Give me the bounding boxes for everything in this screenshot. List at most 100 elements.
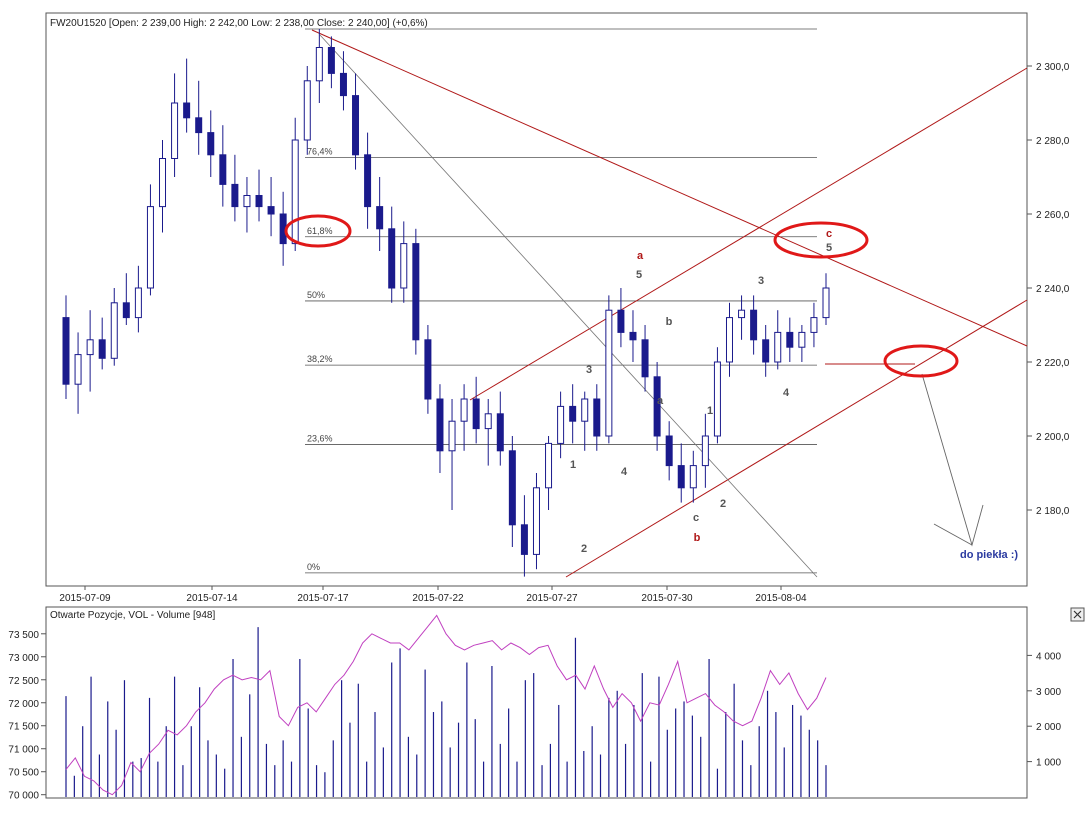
candle-body xyxy=(195,117,203,134)
candle-body xyxy=(605,309,613,437)
circle-wave-c xyxy=(773,221,869,259)
candle-body xyxy=(207,132,215,156)
candle-body xyxy=(146,206,154,289)
candle-body xyxy=(713,361,721,437)
y-tick-label: 2 300,0 xyxy=(1036,62,1070,73)
x-tick-label: 2015-07-30 xyxy=(641,593,693,604)
candle-body xyxy=(569,405,577,422)
candle-body xyxy=(822,287,830,319)
candle-body xyxy=(762,339,770,363)
axes: 2 180,0 2 200,0 2 220,0 2 240,0 2 260,0 2 280… xyxy=(8,62,1069,802)
candle-body xyxy=(701,435,709,467)
vol-left-tick-label: 70 000 xyxy=(8,791,39,802)
candle-body xyxy=(388,228,396,289)
candle-body xyxy=(725,317,733,363)
candle-body xyxy=(557,405,565,444)
candle-body xyxy=(532,487,540,555)
candle-body xyxy=(110,302,118,359)
candle-body xyxy=(291,139,299,245)
vol-right-tick-label: 1 000 xyxy=(1036,758,1061,769)
wave-label: 3 xyxy=(758,275,764,287)
wave-label: 2 xyxy=(720,498,726,510)
candle-body xyxy=(774,331,782,363)
wave-label: b xyxy=(666,316,673,328)
circle-61-8 xyxy=(284,214,352,248)
y-tick-label: 2 220,0 xyxy=(1036,358,1070,369)
candle-body xyxy=(231,183,239,208)
close-button[interactable] xyxy=(1070,607,1085,622)
candle-body xyxy=(243,195,251,208)
candle-body xyxy=(581,398,589,422)
vol-right-tick-label: 4 000 xyxy=(1036,651,1061,662)
candle-body xyxy=(629,331,637,341)
volume-plot-frame xyxy=(45,606,1028,799)
candle-body xyxy=(339,72,347,97)
wave-label: 1 xyxy=(707,405,713,417)
wave-label: 2 xyxy=(581,543,587,555)
candle-body xyxy=(641,339,649,378)
x-tick-label: 2015-07-17 xyxy=(297,593,349,604)
wave-label-red: a xyxy=(637,250,644,262)
gray-diagonal-line xyxy=(319,34,818,578)
wave-label-red: c xyxy=(826,228,832,240)
candlesticks xyxy=(62,29,830,577)
vol-left-tick-label: 73 000 xyxy=(8,653,39,664)
fibonacci-label: 61,8% xyxy=(307,226,333,236)
annotation-circles xyxy=(284,214,959,378)
lower-channel-line xyxy=(565,299,1028,578)
annotation-text: do piekła :) xyxy=(960,549,1018,561)
candle-body xyxy=(617,309,625,333)
candle-body xyxy=(677,465,685,489)
x-tick-label: 2015-07-09 xyxy=(59,593,111,604)
candle-body xyxy=(171,102,179,159)
candle-body xyxy=(122,302,130,319)
candle-body xyxy=(484,413,492,430)
candle-body xyxy=(424,339,432,400)
candle-body xyxy=(665,435,673,467)
candle-body xyxy=(810,317,818,333)
upper-channel-line xyxy=(469,67,1028,401)
candle-body xyxy=(520,524,528,555)
candle-body xyxy=(303,80,311,141)
candle-body xyxy=(653,376,661,437)
trend-lines xyxy=(311,29,1028,578)
candle-body xyxy=(183,102,191,119)
wave-label: 4 xyxy=(783,387,790,399)
candle-body xyxy=(448,420,456,452)
candle-body xyxy=(786,331,794,348)
wave-label: 1 xyxy=(570,459,576,471)
candle-body xyxy=(750,309,758,341)
volume-bars xyxy=(65,627,827,797)
candle-body xyxy=(327,47,335,74)
open-interest-line xyxy=(65,614,827,796)
candle-body xyxy=(364,154,372,208)
wave-label: a xyxy=(657,395,664,407)
volume-panel-title: Otwarte Pozycje, VOL - Volume [948] xyxy=(50,610,215,621)
wave-label: 5 xyxy=(826,242,832,254)
candle-body xyxy=(593,398,601,437)
fibonacci-label: 0% xyxy=(307,562,320,572)
open-interest-series xyxy=(65,614,827,796)
vol-right-tick-label: 3 000 xyxy=(1036,687,1061,698)
candle-body xyxy=(315,47,323,82)
y-tick-label: 2 200,0 xyxy=(1036,432,1070,443)
wave-label: 4 xyxy=(621,466,628,478)
candle-body xyxy=(219,154,227,185)
fibonacci-label: 23,6% xyxy=(307,434,333,444)
arrow-line xyxy=(933,523,973,546)
wave-label: c xyxy=(693,512,699,524)
candle-body xyxy=(798,331,806,348)
candle-body xyxy=(134,287,142,319)
vol-left-tick-label: 70 500 xyxy=(8,768,39,779)
fibonacci-label: 76,4% xyxy=(307,146,333,156)
vol-left-tick-label: 71 500 xyxy=(8,722,39,733)
x-tick-label: 2015-07-27 xyxy=(526,593,578,604)
candle-body xyxy=(86,339,94,356)
x-tick-label: 2015-07-14 xyxy=(186,593,238,604)
candle-body xyxy=(545,442,553,489)
candle-body xyxy=(496,413,504,452)
vol-left-tick-label: 72 500 xyxy=(8,676,39,687)
close-icon xyxy=(1073,610,1082,619)
candle-body xyxy=(472,398,480,430)
